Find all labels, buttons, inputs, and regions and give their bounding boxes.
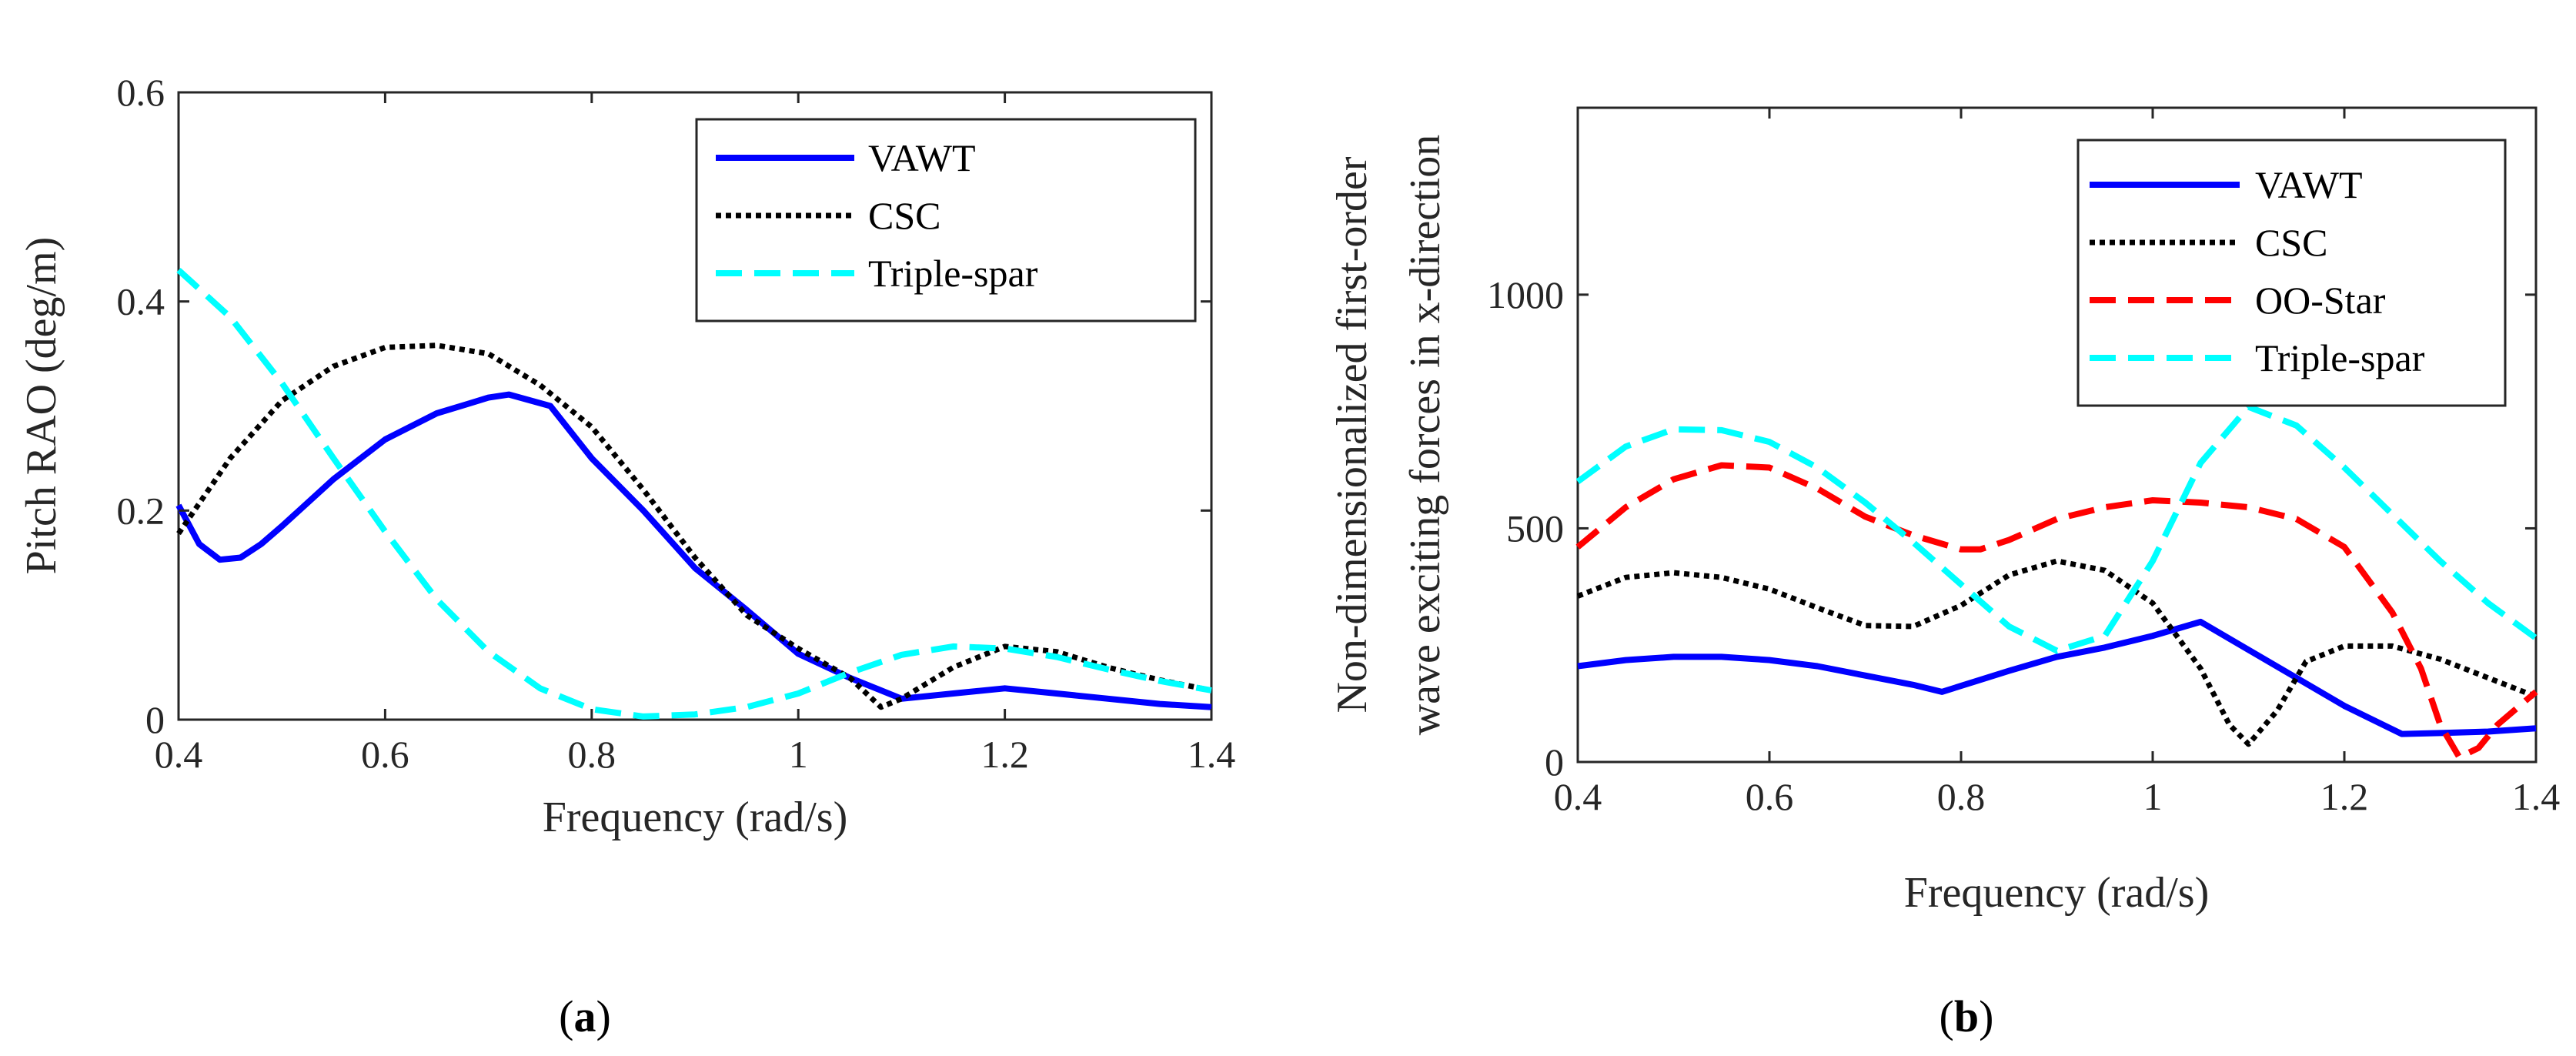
caption-b: (b) bbox=[1940, 991, 1994, 1041]
x-axis-label-a: Frequency (rad/s) bbox=[543, 794, 848, 841]
x-tick-label-a: 1.2 bbox=[981, 733, 1029, 776]
x-tick-label-a: 1.4 bbox=[1188, 733, 1236, 776]
x-tick-label-b: 1.2 bbox=[2320, 775, 2369, 818]
x-tick-label-a: 0.8 bbox=[568, 733, 616, 776]
y-tick-label-a: 0.2 bbox=[117, 489, 165, 532]
series-line-b-oo-star bbox=[1575, 462, 2538, 760]
caption-b-open: ( bbox=[1940, 991, 1954, 1041]
caption-a: (a) bbox=[559, 991, 611, 1041]
series-group-b bbox=[1575, 403, 2538, 760]
caption-b-letter: b bbox=[1954, 991, 1979, 1041]
series-line-b-vawt bbox=[1577, 618, 2537, 737]
legend-label-b-triple-spar: Triple-spar bbox=[2255, 336, 2425, 379]
legend-label-a-triple-spar: Triple-spar bbox=[868, 252, 1038, 295]
legend-a: VAWT CSC Triple-spar bbox=[695, 118, 1197, 322]
series-line-a-vawt bbox=[175, 391, 1212, 710]
series-group-a bbox=[175, 267, 1212, 720]
y-tick-label-b: 0 bbox=[1545, 740, 1564, 784]
x-tick-label-a: 0.4 bbox=[155, 733, 203, 776]
x-tick-label-b: 0.4 bbox=[1554, 775, 1602, 818]
y-tick-label-a: 0.4 bbox=[117, 280, 165, 323]
legend-box-a bbox=[695, 118, 1197, 322]
legend-b: VAWT CSC OO-Star Triple-spar bbox=[2077, 139, 2507, 407]
legend-label-b-csc: CSC bbox=[2255, 221, 2328, 264]
series-line-a-triple-spar bbox=[176, 267, 1212, 720]
y-axis-label-b-line2: wave exciting forces in x-direction bbox=[1402, 135, 1449, 736]
series-line-a-csc bbox=[176, 343, 1212, 710]
caption-a-letter: a bbox=[574, 991, 596, 1041]
x-tick-label-a: 1 bbox=[789, 733, 808, 776]
legend-label-b-oo-star: OO-Star bbox=[2255, 279, 2386, 322]
y-axis-label-b-line1: Non-dimensionalized first-order bbox=[1328, 156, 1376, 713]
series-line-b-triple-spar bbox=[1575, 403, 2538, 654]
x-tick-label-b: 0.6 bbox=[1746, 775, 1794, 818]
chart-panel-b: 0.4 0.6 0.8 1 1.2 1.4 0 500 1000 Frequency (rad/… bbox=[1328, 106, 2560, 917]
legend-label-a-csc: CSC bbox=[868, 194, 941, 237]
x-tick-label-b: 1 bbox=[2143, 775, 2163, 818]
ticks-group-a: 0.4 0.6 0.8 1 1.2 1.4 0 0.2 0.4 0.6 bbox=[117, 71, 1236, 776]
y-tick-label-a: 0.6 bbox=[117, 71, 165, 114]
ticks-group-b: 0.4 0.6 0.8 1 1.2 1.4 0 500 1000 bbox=[1487, 108, 2560, 818]
y-tick-label-b: 1000 bbox=[1487, 273, 1564, 316]
caption-a-open: ( bbox=[559, 991, 573, 1041]
legend-label-b-vawt: VAWT bbox=[2255, 163, 2363, 206]
caption-a-close: ) bbox=[596, 991, 611, 1041]
series-line-b-csc bbox=[1576, 558, 2538, 747]
x-tick-label-b: 1.4 bbox=[2512, 775, 2561, 818]
caption-b-close: ) bbox=[1979, 991, 1993, 1041]
chart-panel-a: 0.4 0.6 0.8 1 1.2 1.4 0 0.2 0.4 0.6 Frequency (ra… bbox=[18, 71, 1235, 841]
legend-label-a-vawt: VAWT bbox=[868, 136, 976, 179]
x-tick-label-a: 0.6 bbox=[361, 733, 409, 776]
x-axis-label-b: Frequency (rad/s) bbox=[1904, 869, 2210, 917]
y-tick-label-b: 500 bbox=[1506, 506, 1564, 550]
y-tick-label-a: 0 bbox=[145, 698, 165, 741]
y-axis-label-a: Pitch RAO (deg/m) bbox=[18, 237, 65, 575]
x-tick-label-b: 0.8 bbox=[1937, 775, 1986, 818]
